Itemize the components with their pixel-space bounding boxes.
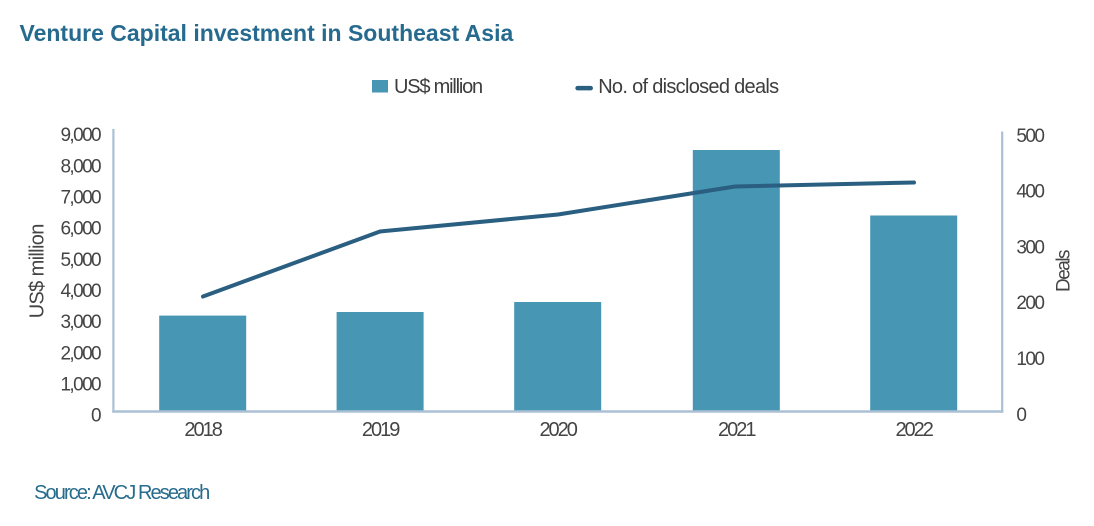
svg-text:US$ million: US$ million — [27, 224, 49, 318]
svg-text:2019: 2019 — [362, 419, 400, 441]
svg-text:500: 500 — [1016, 126, 1044, 147]
svg-text:4,000: 4,000 — [60, 281, 101, 302]
svg-text:400: 400 — [1016, 182, 1044, 203]
svg-text:200: 200 — [1016, 293, 1044, 314]
svg-text:1,000: 1,000 — [60, 375, 101, 396]
svg-text:Source: AVCJ Research: Source: AVCJ Research — [34, 482, 209, 504]
svg-text:2,000: 2,000 — [60, 343, 101, 364]
svg-text:0: 0 — [1016, 405, 1026, 426]
svg-text:7,000: 7,000 — [60, 188, 101, 209]
svg-text:2020: 2020 — [539, 419, 577, 441]
svg-text:9,000: 9,000 — [60, 125, 101, 146]
svg-text:100: 100 — [1016, 349, 1044, 370]
svg-text:5,000: 5,000 — [60, 250, 101, 271]
svg-text:8,000: 8,000 — [60, 156, 101, 177]
svg-text:Deals: Deals — [1054, 250, 1075, 292]
svg-text:300: 300 — [1016, 237, 1044, 258]
svg-text:US$ million: US$ million — [394, 76, 482, 98]
svg-text:2022: 2022 — [895, 419, 933, 441]
svg-text:2018: 2018 — [184, 419, 222, 441]
svg-text:0: 0 — [91, 406, 101, 427]
svg-text:Venture Capital investment in: Venture Capital investment in Southeast … — [20, 20, 514, 46]
svg-text:3,000: 3,000 — [60, 312, 101, 333]
svg-text:2021: 2021 — [718, 419, 756, 441]
svg-text:No. of disclosed deals: No. of disclosed deals — [598, 76, 779, 98]
svg-text:6,000: 6,000 — [60, 219, 101, 240]
